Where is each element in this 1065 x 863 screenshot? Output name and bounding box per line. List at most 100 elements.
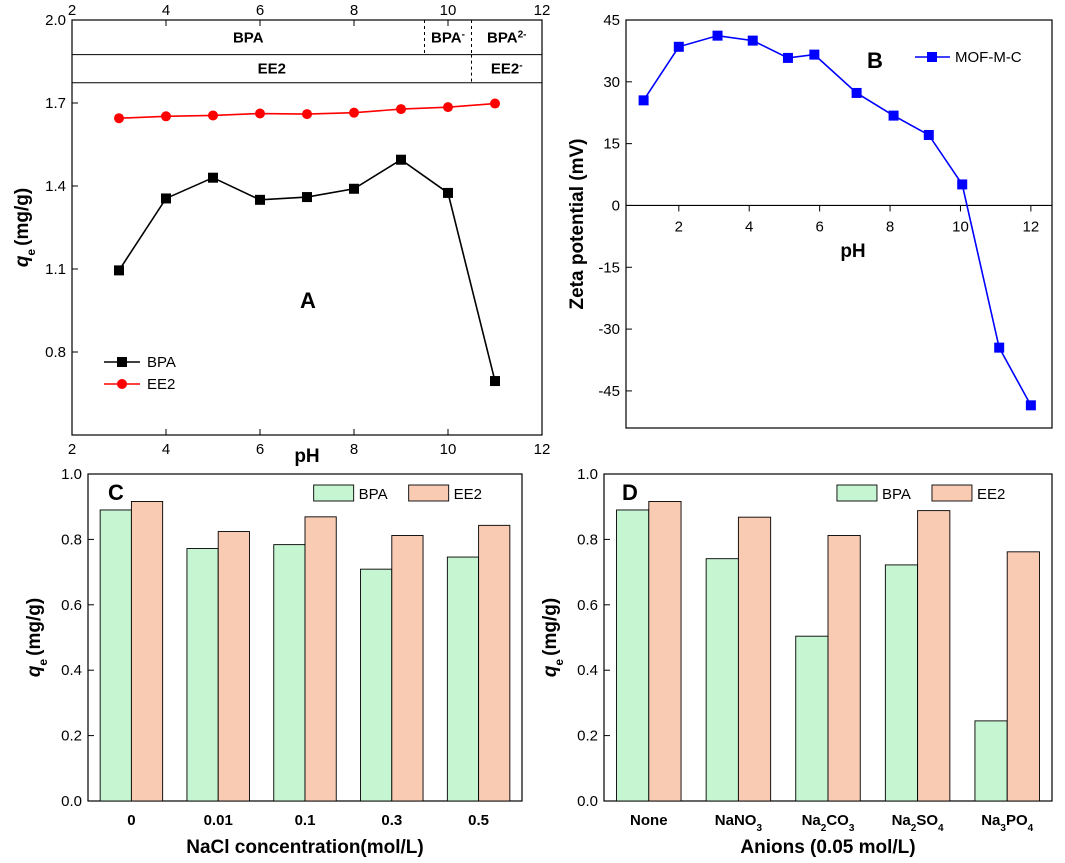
bar-ee2 [478, 524, 511, 802]
x-axis-title: NaCl concentration(mol/L) [186, 837, 424, 858]
legend-label: EE2 [454, 486, 482, 503]
species-charge: - [519, 60, 522, 71]
y-axis-subscript: e [36, 659, 50, 666]
legend-label: BPA [359, 486, 388, 503]
y-tick-label: 0.2 [61, 728, 82, 745]
y-axis-subscript: e [552, 659, 566, 666]
y-tick-label: 0.4 [577, 662, 598, 679]
y-axis-title: qe (mg/g) [540, 598, 566, 677]
legend-swatch [836, 484, 878, 502]
category-text: CO [826, 812, 849, 829]
bar-ee2 [391, 535, 424, 802]
species-label: BPA [233, 29, 264, 46]
y-tick-label: 0 [612, 197, 620, 214]
x-tick-label: 8 [886, 218, 894, 235]
x-tick-label-bottom: 12 [534, 441, 551, 458]
data-point-zeta [957, 179, 968, 190]
y-tick-label: 1.1 [45, 261, 66, 278]
y-tick-label: 15 [603, 136, 620, 153]
x-tick-label: 12 [1023, 218, 1040, 235]
x-tick-label: 4 [745, 218, 753, 235]
legend-marker [927, 52, 937, 62]
y-tick-label: 1.7 [45, 95, 66, 112]
y-tick-label: 0.8 [61, 531, 82, 548]
legend-label: BPA [147, 354, 176, 371]
x-tick-label-top: 8 [350, 2, 358, 19]
data-point-ee2 [208, 110, 218, 121]
data-point-bpa [396, 154, 406, 165]
data-point-bpa [161, 193, 171, 204]
category-subscript: 2 [821, 823, 827, 834]
y-tick-label: 0.0 [61, 793, 82, 810]
category-subscript: 4 [1028, 823, 1034, 834]
category-text: Na [802, 812, 822, 829]
panel-letter: D [622, 480, 638, 505]
data-point-zeta [638, 95, 649, 106]
data-point-bpa [114, 265, 124, 276]
legend-swatch [313, 484, 355, 502]
species-name: BPA [487, 29, 518, 46]
y-axis-title: Zeta potential (mV) [567, 138, 588, 309]
data-point-ee2 [443, 102, 453, 113]
data-point-bpa [349, 183, 359, 194]
y-axis-symbol: q [24, 665, 45, 677]
y-axis-title: qe (mg/g) [12, 188, 38, 267]
y-axis-unit: (mg/g) [12, 188, 33, 246]
data-point-ee2 [114, 113, 124, 124]
x-axis-title: pH [840, 241, 865, 262]
y-tick-label: 45 [603, 12, 620, 29]
category-text: Na [981, 812, 1001, 829]
bar-ee2 [917, 510, 951, 802]
x-tick-label-bottom: 2 [68, 441, 76, 458]
data-point-bpa [302, 192, 312, 203]
data-point-zeta [712, 30, 723, 41]
category-text: None [630, 812, 668, 829]
legend-marker [117, 357, 127, 367]
legend-swatch [931, 484, 973, 502]
series-line-zeta [642, 34, 1032, 406]
data-point-ee2 [490, 98, 500, 109]
y-axis-unit: (mg/g) [540, 598, 561, 656]
species-label: BPA- [431, 29, 465, 47]
data-point-bpa [443, 187, 453, 198]
x-category-label: 0 [127, 812, 135, 829]
data-point-zeta [994, 342, 1005, 353]
x-tick-label-top: 6 [256, 2, 264, 19]
x-tick-label-bottom: 8 [350, 441, 358, 458]
legend-label: MOF-M-C [955, 49, 1022, 66]
x-tick-label-top: 10 [440, 2, 457, 19]
x-tick-label-bottom: 4 [162, 441, 170, 458]
bar-bpa [360, 568, 393, 802]
panel-letter-b: B [867, 48, 883, 73]
x-category-label: Na2SO4 [892, 812, 944, 834]
data-point-ee2 [349, 107, 359, 118]
bar-ee2 [130, 501, 164, 802]
data-point-zeta [888, 110, 899, 121]
bar-bpa [616, 509, 650, 802]
species-charge: 2- [518, 29, 527, 40]
x-category-label: 0.01 [204, 812, 233, 829]
x-tick-label-top: 4 [162, 2, 170, 19]
x-axis-title: pH [294, 446, 319, 467]
bar-bpa [705, 558, 739, 802]
y-tick-label: 1.0 [577, 466, 598, 483]
data-point-zeta [782, 52, 793, 63]
data-point-ee2 [161, 111, 171, 122]
category-subscript: 3 [1000, 823, 1006, 834]
y-tick-label: 0.6 [61, 597, 82, 614]
plot-frame [71, 19, 543, 436]
data-point-ee2 [396, 104, 406, 115]
x-category-label: Na3PO4 [981, 812, 1033, 834]
x-category-label: 0.3 [381, 812, 402, 829]
data-point-zeta [1025, 400, 1036, 411]
legend-swatch [408, 484, 450, 502]
x-tick-label: 2 [675, 218, 683, 235]
species-name: BPA [233, 29, 264, 46]
bar-ee2 [217, 531, 250, 802]
panel-c-chart: 0.0 0.2 0.4 0.6 0.8 1.0 0 0.01 0.1 0.3 0.5 C BPA EE2 N… [24, 466, 523, 858]
x-category-label: 0.5 [468, 812, 489, 829]
species-name: BPA [431, 29, 462, 46]
bar-bpa [884, 564, 919, 802]
